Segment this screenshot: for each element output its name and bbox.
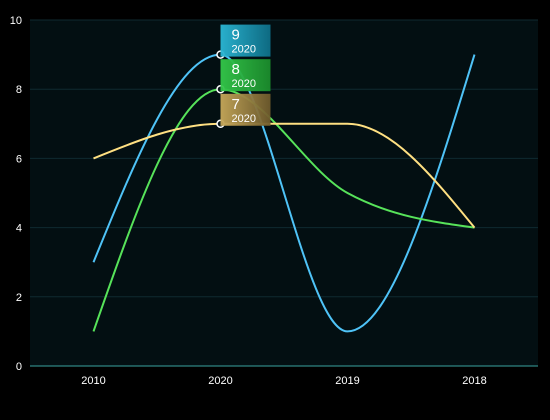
x-tick-label: 2019 — [335, 375, 359, 387]
y-tick-label: 6 — [16, 153, 22, 165]
series-line-3 — [93, 122, 476, 229]
tooltip-value: 8 — [232, 61, 240, 78]
tooltip-value: 9 — [232, 27, 240, 44]
y-tick-label: 4 — [16, 223, 22, 235]
y-tick-label: 0 — [16, 361, 22, 373]
y-tick-label: 2 — [16, 292, 22, 304]
tooltip-label: 2020 — [232, 113, 256, 125]
x-tick-label: 2020 — [208, 375, 232, 387]
tooltip-box — [220, 59, 271, 92]
tooltip-box — [220, 24, 271, 57]
grid-lines — [30, 19, 538, 298]
y-tick-label: 10 — [10, 15, 22, 27]
tooltip-label: 2020 — [232, 78, 256, 90]
tooltip-box — [220, 93, 271, 126]
y-axis-ticks: 0 2 4 6 8 10 — [10, 15, 22, 373]
y-tick-label: 8 — [16, 84, 22, 96]
x-tick-label: 2018 — [462, 375, 486, 387]
x-tick-label: 2010 — [81, 375, 105, 387]
tooltip-value: 7 — [232, 96, 240, 113]
tooltip-label: 2020 — [232, 44, 256, 56]
series-line-1 — [92, 53, 476, 333]
x-axis-ticks: 2010 2020 2019 2018 — [81, 375, 486, 387]
